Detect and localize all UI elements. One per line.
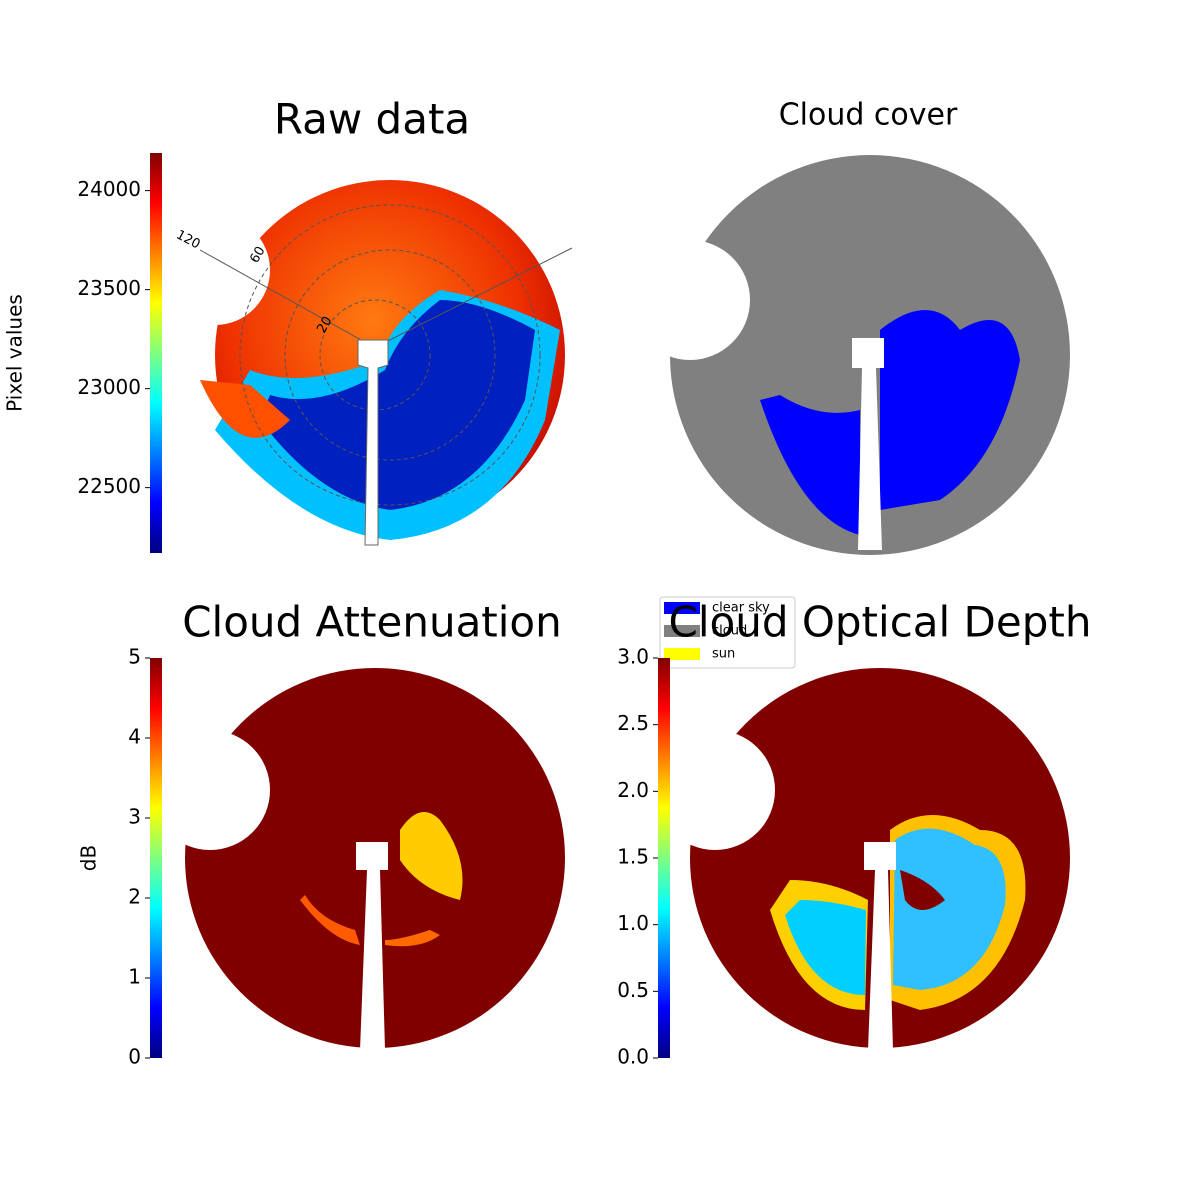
colorbar-tick-label: 5	[128, 645, 141, 669]
panel-title: Cloud cover	[779, 98, 958, 133]
colorbar	[658, 658, 670, 1058]
colorbar-tick-label: 0.0	[617, 1045, 649, 1069]
legend-swatch	[664, 602, 700, 614]
raw-image	[160, 180, 573, 546]
colorbar-label: dB	[77, 845, 101, 871]
colorbar	[150, 153, 162, 553]
colorbar-tick-label: 23000	[77, 375, 141, 399]
legend-label: sun	[712, 647, 735, 662]
panel-title: Cloud Attenuation	[182, 598, 562, 647]
colorbar-tick-label: 22500	[77, 474, 141, 498]
polar-label: 60	[247, 244, 268, 266]
colorbar-label: Pixel values	[3, 294, 27, 412]
colorbar-tick-label: 24000	[77, 177, 141, 201]
panel-title: Raw data	[274, 95, 470, 144]
colorbar-tick-label: 2	[128, 885, 141, 909]
optical-depth-image	[655, 668, 1070, 1050]
panel-title: Cloud Optical Depth	[669, 598, 1092, 647]
colorbar-tick-label: 1	[128, 965, 141, 989]
colorbar	[150, 658, 162, 1058]
colorbar-tick-label: 0.5	[617, 978, 649, 1002]
colorbar-tick-label: 0	[128, 1045, 141, 1069]
legend-label: cloud	[712, 624, 747, 639]
attenuation-image	[150, 668, 565, 1050]
colorbar-tick-label: 1.5	[617, 845, 649, 869]
colorbar-tick-label: 4	[128, 725, 141, 749]
legend-swatch	[664, 625, 700, 637]
colorbar-tick-label: 1.0	[617, 911, 649, 935]
cloud-cover-image	[630, 155, 1070, 555]
legend-swatch	[664, 648, 700, 660]
colorbar-tick-label: 2.0	[617, 778, 649, 802]
colorbar-tick-label: 3.0	[617, 645, 649, 669]
colorbar-tick-label: 3	[128, 805, 141, 829]
legend-label: clear sky	[712, 601, 770, 616]
colorbar-tick-label: 23500	[77, 276, 141, 300]
polar-label: 20	[314, 314, 335, 336]
colorbar-tick-label: 2.5	[617, 711, 649, 735]
